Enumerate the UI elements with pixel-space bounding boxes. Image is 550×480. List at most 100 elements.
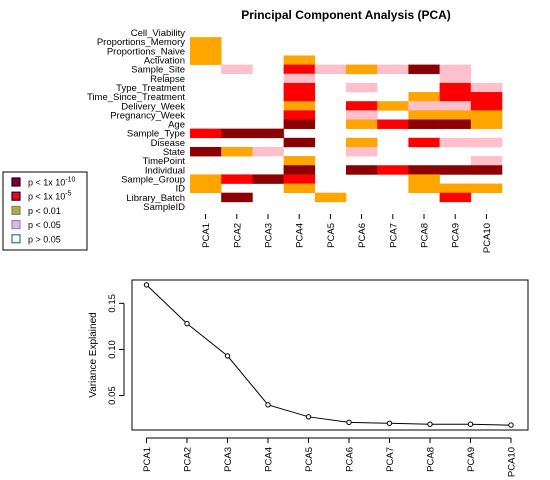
heatmap-cell: [283, 82, 316, 93]
x-tick-label: PCA7: [385, 447, 396, 472]
heatmap-cell: [377, 119, 409, 129]
heatmap-cell: [283, 101, 316, 111]
column-label-pca7: PCA7: [388, 223, 399, 248]
heatmap-cell: [408, 92, 440, 102]
heatmap-cell: [190, 183, 222, 193]
x-axis: PCA1 PCA2 PCA3 PCA4 PCA5 PCA6 PCA7 PCA8 PCA9 PCA1…: [142, 437, 518, 477]
row-label-sample-type: Sample_Type: [127, 129, 185, 140]
heatmap-cell: [346, 165, 378, 175]
heatmap-cell: [221, 174, 253, 184]
heatmap-row-labels: Cell_ViabilityProportions_MemoryProporti…: [87, 28, 185, 213]
legend-swatch: [11, 220, 21, 230]
heatmap-cell: [439, 101, 472, 111]
column-label-pca4: PCA4: [295, 223, 306, 248]
row-label-library-batch: Library_Batch: [126, 193, 185, 204]
heatmap-cell: [408, 110, 440, 120]
heatmap-cell: [439, 110, 472, 120]
heatmap-cell: [314, 192, 347, 203]
heatmap-cell: [470, 183, 503, 193]
heatmap-cell: [470, 119, 503, 129]
row-label-sampleid: SampleID: [143, 202, 185, 213]
heatmap-cell: [283, 156, 316, 166]
row-label-type-treatment: Type_Treatment: [116, 83, 185, 94]
heatmap-cell: [252, 146, 284, 157]
variance-point: [305, 414, 312, 420]
y-tick-label: 0.05: [107, 386, 118, 405]
heatmap-cell: [221, 64, 253, 75]
heatmap-cells: [190, 37, 503, 203]
column-label-pca5: PCA5: [326, 223, 337, 248]
heatmap-title: Principal Component Analysis (PCA): [241, 8, 451, 22]
heatmap-cell: [283, 73, 316, 84]
x-tick-label: PCA9: [466, 447, 477, 472]
heatmap-cell: [470, 82, 503, 93]
heatmap-cell: [439, 64, 472, 75]
heatmap-cell: [283, 119, 316, 129]
heatmap-cell: [470, 101, 503, 111]
heatmap-cell: [408, 64, 440, 75]
x-tick-label: PCA6: [345, 447, 356, 472]
legend-label: p < 1x 10-5: [28, 191, 72, 202]
heatmap-cell: [190, 46, 222, 56]
heatmap-cell: [439, 192, 472, 203]
y-axis: 0.05 0.10 0.15: [107, 294, 125, 405]
legend-swatch: [11, 191, 21, 201]
x-tick-label: PCA3: [223, 447, 234, 472]
heatmap-cell: [377, 64, 409, 75]
heatmap-cell: [221, 128, 253, 139]
heatmap-cell: [283, 92, 316, 102]
variance-point: [427, 421, 433, 427]
variance-point: [265, 402, 271, 408]
row-label-age: Age: [168, 120, 185, 131]
legend-swatch: [11, 205, 21, 215]
row-label-sample-site: Sample_Site: [131, 65, 185, 76]
row-label-relapse: Relapse: [150, 74, 185, 85]
heatmap-cell: [221, 146, 253, 157]
heatmap-cell: [190, 55, 222, 65]
variance-point: [346, 419, 352, 426]
x-tick-label: PCA5: [304, 447, 315, 472]
heatmap-cell: [439, 137, 472, 148]
row-label-time-since-treatment: Time_Since_Treatment: [87, 92, 185, 103]
heatmap-cell: [408, 183, 440, 193]
heatmap-cell: [346, 64, 378, 75]
row-label-delivery-week: Delivery_Week: [121, 101, 185, 112]
column-label-pca8: PCA8: [420, 223, 431, 248]
row-label-id: ID: [176, 184, 186, 195]
line-plot-frame: [131, 279, 529, 431]
legend-label: p < 1x 10-10: [28, 177, 76, 188]
row-label-disease: Disease: [151, 138, 185, 149]
heatmap-cell: [346, 101, 378, 111]
variance-point: [467, 421, 474, 427]
row-label-individual: Individual: [145, 165, 185, 176]
variance-point: [224, 353, 231, 359]
column-label-pca6: PCA6: [357, 223, 368, 248]
variance-point: [143, 282, 150, 288]
legend-label: p > 0.05: [28, 234, 61, 244]
heatmap-column-labels: PCA1 PCA2 PCA3 PCA4 PCA5 PCA6 PCA7 PCA8 PCA9 PCA1…: [201, 214, 493, 253]
column-label-pca9: PCA9: [451, 223, 462, 248]
variance-point: [508, 422, 514, 428]
heatmap-cell: [470, 137, 503, 148]
x-tick-label: PCA4: [264, 447, 275, 472]
heatmap-cell: [346, 137, 378, 148]
x-tick-label: PCA8: [426, 447, 437, 472]
x-tick-label: PCA2: [183, 447, 194, 472]
heatmap-cell: [346, 119, 378, 129]
heatmap-cell: [283, 174, 316, 184]
heatmap-cell: [346, 82, 378, 93]
row-label-proportions-naive: Proportions_Naive: [107, 46, 185, 57]
significance-legend: p < 1x 10-10 p < 1x 10-5 p < 0.01 p < 0.05 p…: [2, 171, 88, 251]
heatmap-cell: [408, 137, 440, 148]
x-tick-label: PCA10: [507, 447, 518, 477]
legend-label: p < 0.01: [28, 206, 61, 216]
heatmap-cell: [190, 146, 222, 157]
y-tick-label: 0.10: [107, 340, 118, 359]
column-label-pca10: PCA10: [482, 223, 493, 253]
heatmap-cell: [470, 92, 503, 102]
row-label-proportions-memory: Proportions_Memory: [97, 37, 185, 48]
variance-series: [143, 282, 514, 428]
heatmap-cell: [252, 174, 284, 184]
heatmap-cell: [283, 137, 316, 148]
